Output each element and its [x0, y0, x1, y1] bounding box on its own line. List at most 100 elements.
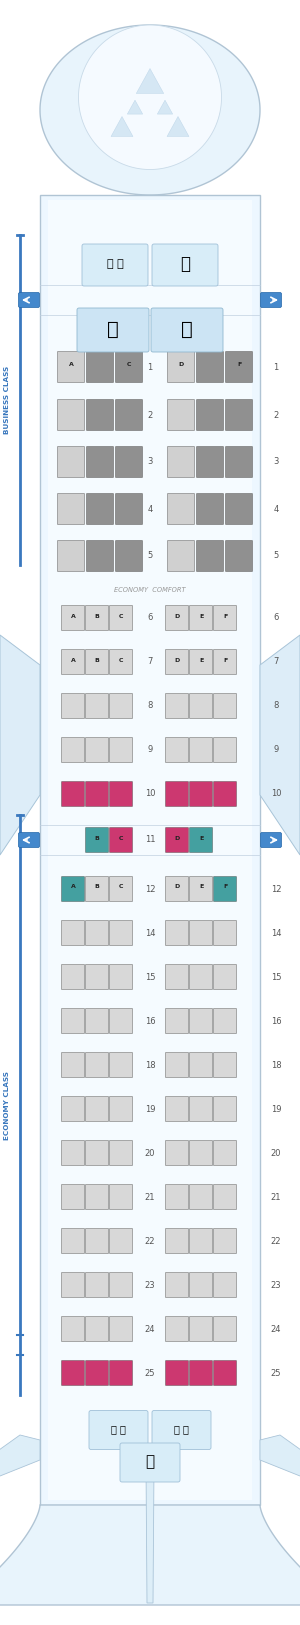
FancyBboxPatch shape [165, 694, 189, 718]
FancyBboxPatch shape [213, 920, 237, 946]
FancyBboxPatch shape [189, 1360, 213, 1386]
FancyBboxPatch shape [61, 876, 85, 902]
Text: D: D [178, 362, 184, 367]
Text: 6: 6 [273, 614, 279, 622]
FancyBboxPatch shape [120, 1443, 180, 1482]
Text: 3: 3 [273, 458, 279, 466]
FancyBboxPatch shape [85, 650, 109, 674]
FancyBboxPatch shape [167, 494, 195, 525]
Text: C: C [119, 884, 123, 889]
FancyBboxPatch shape [85, 1185, 109, 1209]
FancyBboxPatch shape [82, 244, 148, 286]
FancyBboxPatch shape [85, 1097, 109, 1121]
FancyBboxPatch shape [61, 650, 85, 674]
Text: 2: 2 [273, 411, 279, 419]
FancyBboxPatch shape [61, 920, 85, 946]
FancyBboxPatch shape [115, 351, 143, 384]
Text: 14: 14 [145, 928, 155, 938]
FancyBboxPatch shape [109, 1141, 133, 1165]
Polygon shape [111, 117, 133, 136]
FancyBboxPatch shape [109, 604, 133, 630]
FancyBboxPatch shape [189, 1008, 213, 1034]
FancyBboxPatch shape [115, 494, 143, 525]
FancyBboxPatch shape [61, 1008, 85, 1034]
FancyBboxPatch shape [165, 1316, 189, 1342]
Text: D: D [174, 884, 180, 889]
FancyBboxPatch shape [115, 400, 143, 431]
Text: 23: 23 [271, 1280, 281, 1290]
Polygon shape [157, 101, 173, 114]
FancyBboxPatch shape [85, 1360, 109, 1386]
Polygon shape [260, 1435, 300, 1480]
FancyBboxPatch shape [196, 351, 224, 384]
Text: 5: 5 [147, 551, 153, 561]
FancyBboxPatch shape [61, 1141, 85, 1165]
Polygon shape [127, 101, 143, 114]
Text: 5: 5 [273, 551, 279, 561]
Text: D: D [174, 614, 180, 619]
Polygon shape [260, 635, 300, 855]
FancyBboxPatch shape [189, 827, 213, 853]
FancyBboxPatch shape [85, 782, 109, 806]
Text: 4: 4 [273, 504, 279, 514]
Text: 7: 7 [273, 658, 279, 666]
FancyBboxPatch shape [167, 400, 195, 431]
FancyBboxPatch shape [109, 1228, 133, 1254]
FancyBboxPatch shape [196, 447, 224, 478]
Text: 25: 25 [145, 1368, 155, 1378]
FancyBboxPatch shape [57, 351, 85, 384]
Text: A: A [69, 362, 74, 367]
FancyBboxPatch shape [167, 447, 195, 478]
Text: 🥤: 🥤 [180, 255, 190, 273]
Text: ECONOMY  COMFORT: ECONOMY COMFORT [114, 587, 186, 593]
FancyBboxPatch shape [225, 494, 253, 525]
Text: 🥤: 🥤 [107, 320, 119, 338]
FancyBboxPatch shape [196, 494, 224, 525]
FancyBboxPatch shape [86, 540, 114, 572]
FancyBboxPatch shape [57, 400, 85, 431]
FancyBboxPatch shape [213, 1097, 237, 1121]
Text: F: F [223, 884, 227, 889]
Text: 8: 8 [147, 702, 153, 710]
FancyBboxPatch shape [165, 1185, 189, 1209]
FancyBboxPatch shape [61, 1316, 85, 1342]
FancyBboxPatch shape [189, 1185, 213, 1209]
FancyBboxPatch shape [85, 876, 109, 902]
FancyBboxPatch shape [189, 964, 213, 990]
Text: F: F [237, 362, 241, 367]
FancyBboxPatch shape [86, 494, 114, 525]
FancyBboxPatch shape [213, 876, 237, 902]
FancyBboxPatch shape [109, 876, 133, 902]
FancyBboxPatch shape [213, 1053, 237, 1077]
FancyBboxPatch shape [61, 1097, 85, 1121]
Text: 🥤: 🥤 [181, 320, 193, 338]
FancyBboxPatch shape [19, 832, 40, 848]
FancyBboxPatch shape [85, 1141, 109, 1165]
Text: B: B [94, 614, 99, 619]
FancyBboxPatch shape [109, 827, 133, 853]
FancyBboxPatch shape [115, 447, 143, 478]
Polygon shape [167, 117, 189, 136]
FancyBboxPatch shape [189, 1053, 213, 1077]
Text: 21: 21 [271, 1193, 281, 1201]
FancyBboxPatch shape [85, 604, 109, 630]
Text: 👤 👤: 👤 👤 [174, 1424, 189, 1433]
Text: 15: 15 [145, 972, 155, 982]
Text: 4: 4 [147, 504, 153, 514]
FancyBboxPatch shape [152, 1410, 211, 1450]
FancyBboxPatch shape [165, 920, 189, 946]
Text: 16: 16 [271, 1017, 281, 1025]
Text: 18: 18 [271, 1061, 281, 1069]
FancyBboxPatch shape [260, 292, 281, 307]
Text: A: A [70, 614, 75, 619]
FancyBboxPatch shape [85, 694, 109, 718]
Text: 3: 3 [147, 458, 153, 466]
FancyBboxPatch shape [189, 604, 213, 630]
Polygon shape [136, 68, 164, 94]
FancyBboxPatch shape [189, 650, 213, 674]
FancyBboxPatch shape [109, 1185, 133, 1209]
Polygon shape [0, 635, 40, 855]
FancyBboxPatch shape [165, 738, 189, 762]
FancyBboxPatch shape [109, 964, 133, 990]
Text: 8: 8 [273, 702, 279, 710]
